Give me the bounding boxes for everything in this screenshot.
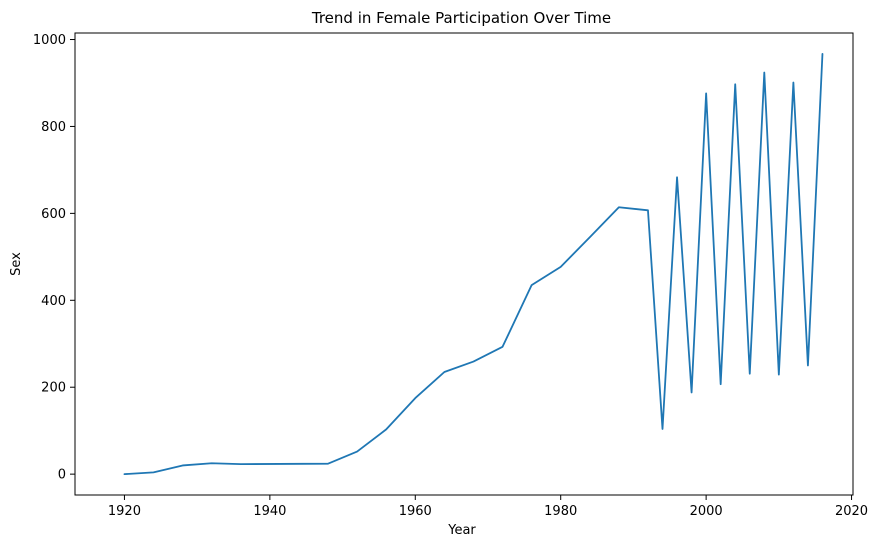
y-axis: 0 200 400 600 800 1000 (33, 33, 75, 483)
y-tick-label: 0 (58, 468, 66, 483)
chart-title: Trend in Female Participation Over Time (311, 9, 611, 27)
x-tick-label: 1960 (399, 504, 432, 519)
y-tick-label: 800 (41, 120, 66, 135)
series-line (123, 52, 824, 476)
y-tick-label: 400 (41, 294, 66, 309)
x-tick-label: 1940 (253, 504, 286, 519)
x-tick-label: 2020 (835, 504, 868, 519)
x-tick-label: 2000 (690, 504, 723, 519)
x-tick-label: 1920 (108, 504, 141, 519)
y-tick-label: 1000 (33, 33, 66, 48)
y-tick-label: 600 (41, 207, 66, 222)
x-tick-label: 1980 (544, 504, 577, 519)
plot-area (123, 52, 824, 476)
y-axis-title: Sex (9, 252, 24, 276)
plot-frame (74, 32, 854, 496)
y-tick-label: 200 (41, 381, 66, 396)
x-axis: 1920 1940 1960 1980 2000 2020 (108, 495, 868, 519)
x-axis-title: Year (447, 523, 476, 538)
